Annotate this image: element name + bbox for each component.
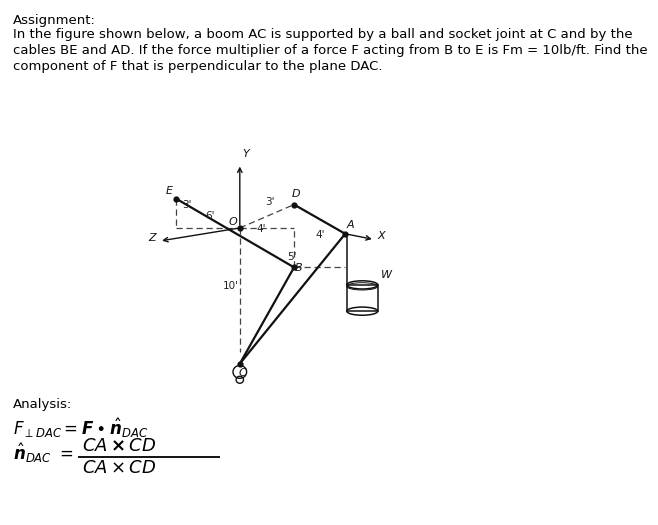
Text: 3': 3' xyxy=(265,197,275,207)
Text: $\mathit{CA} \times \mathit{CD}$: $\mathit{CA} \times \mathit{CD}$ xyxy=(82,459,157,477)
Text: 10': 10' xyxy=(223,281,239,291)
Text: component of F that is perpendicular to the plane DAC.: component of F that is perpendicular to … xyxy=(13,60,382,73)
Text: A: A xyxy=(347,220,355,230)
Text: $\boldsymbol{\mathit{CA} \times \mathit{CD}}$: $\boldsymbol{\mathit{CA} \times \mathit{… xyxy=(82,437,157,455)
Text: In the figure shown below, a boom AC is supported by a ball and socket joint at : In the figure shown below, a boom AC is … xyxy=(13,28,632,41)
Text: $\mathit{F}_{\perp \mathit{DAC}}$$= \boldsymbol{F} \bullet \hat{\boldsymbol{n}}_: $\mathit{F}_{\perp \mathit{DAC}}$$= \bol… xyxy=(13,416,148,439)
Text: D: D xyxy=(292,189,301,199)
Text: $\hat{\boldsymbol{n}}_{\mathit{DAC}}$$\ =$: $\hat{\boldsymbol{n}}_{\mathit{DAC}}$$\ … xyxy=(13,441,73,465)
Text: Assignment:: Assignment: xyxy=(13,14,96,27)
Text: X: X xyxy=(378,231,386,241)
Text: 4': 4' xyxy=(257,224,266,234)
Text: 4': 4' xyxy=(316,230,325,240)
Text: Analysis:: Analysis: xyxy=(13,398,72,411)
Text: C: C xyxy=(238,369,246,379)
Text: Z: Z xyxy=(148,233,156,243)
Text: 6': 6' xyxy=(205,211,215,221)
Text: 3': 3' xyxy=(182,200,192,209)
Text: B: B xyxy=(295,263,303,273)
Text: Y: Y xyxy=(242,149,249,159)
Text: 5': 5' xyxy=(287,252,296,262)
Bar xyxy=(347,285,378,311)
Text: W: W xyxy=(381,270,392,280)
Text: E: E xyxy=(165,186,172,196)
Text: O: O xyxy=(229,217,238,227)
Text: cables BE and AD. If the force multiplier of a force F acting from B to E is Fm : cables BE and AD. If the force multiplie… xyxy=(13,44,647,57)
